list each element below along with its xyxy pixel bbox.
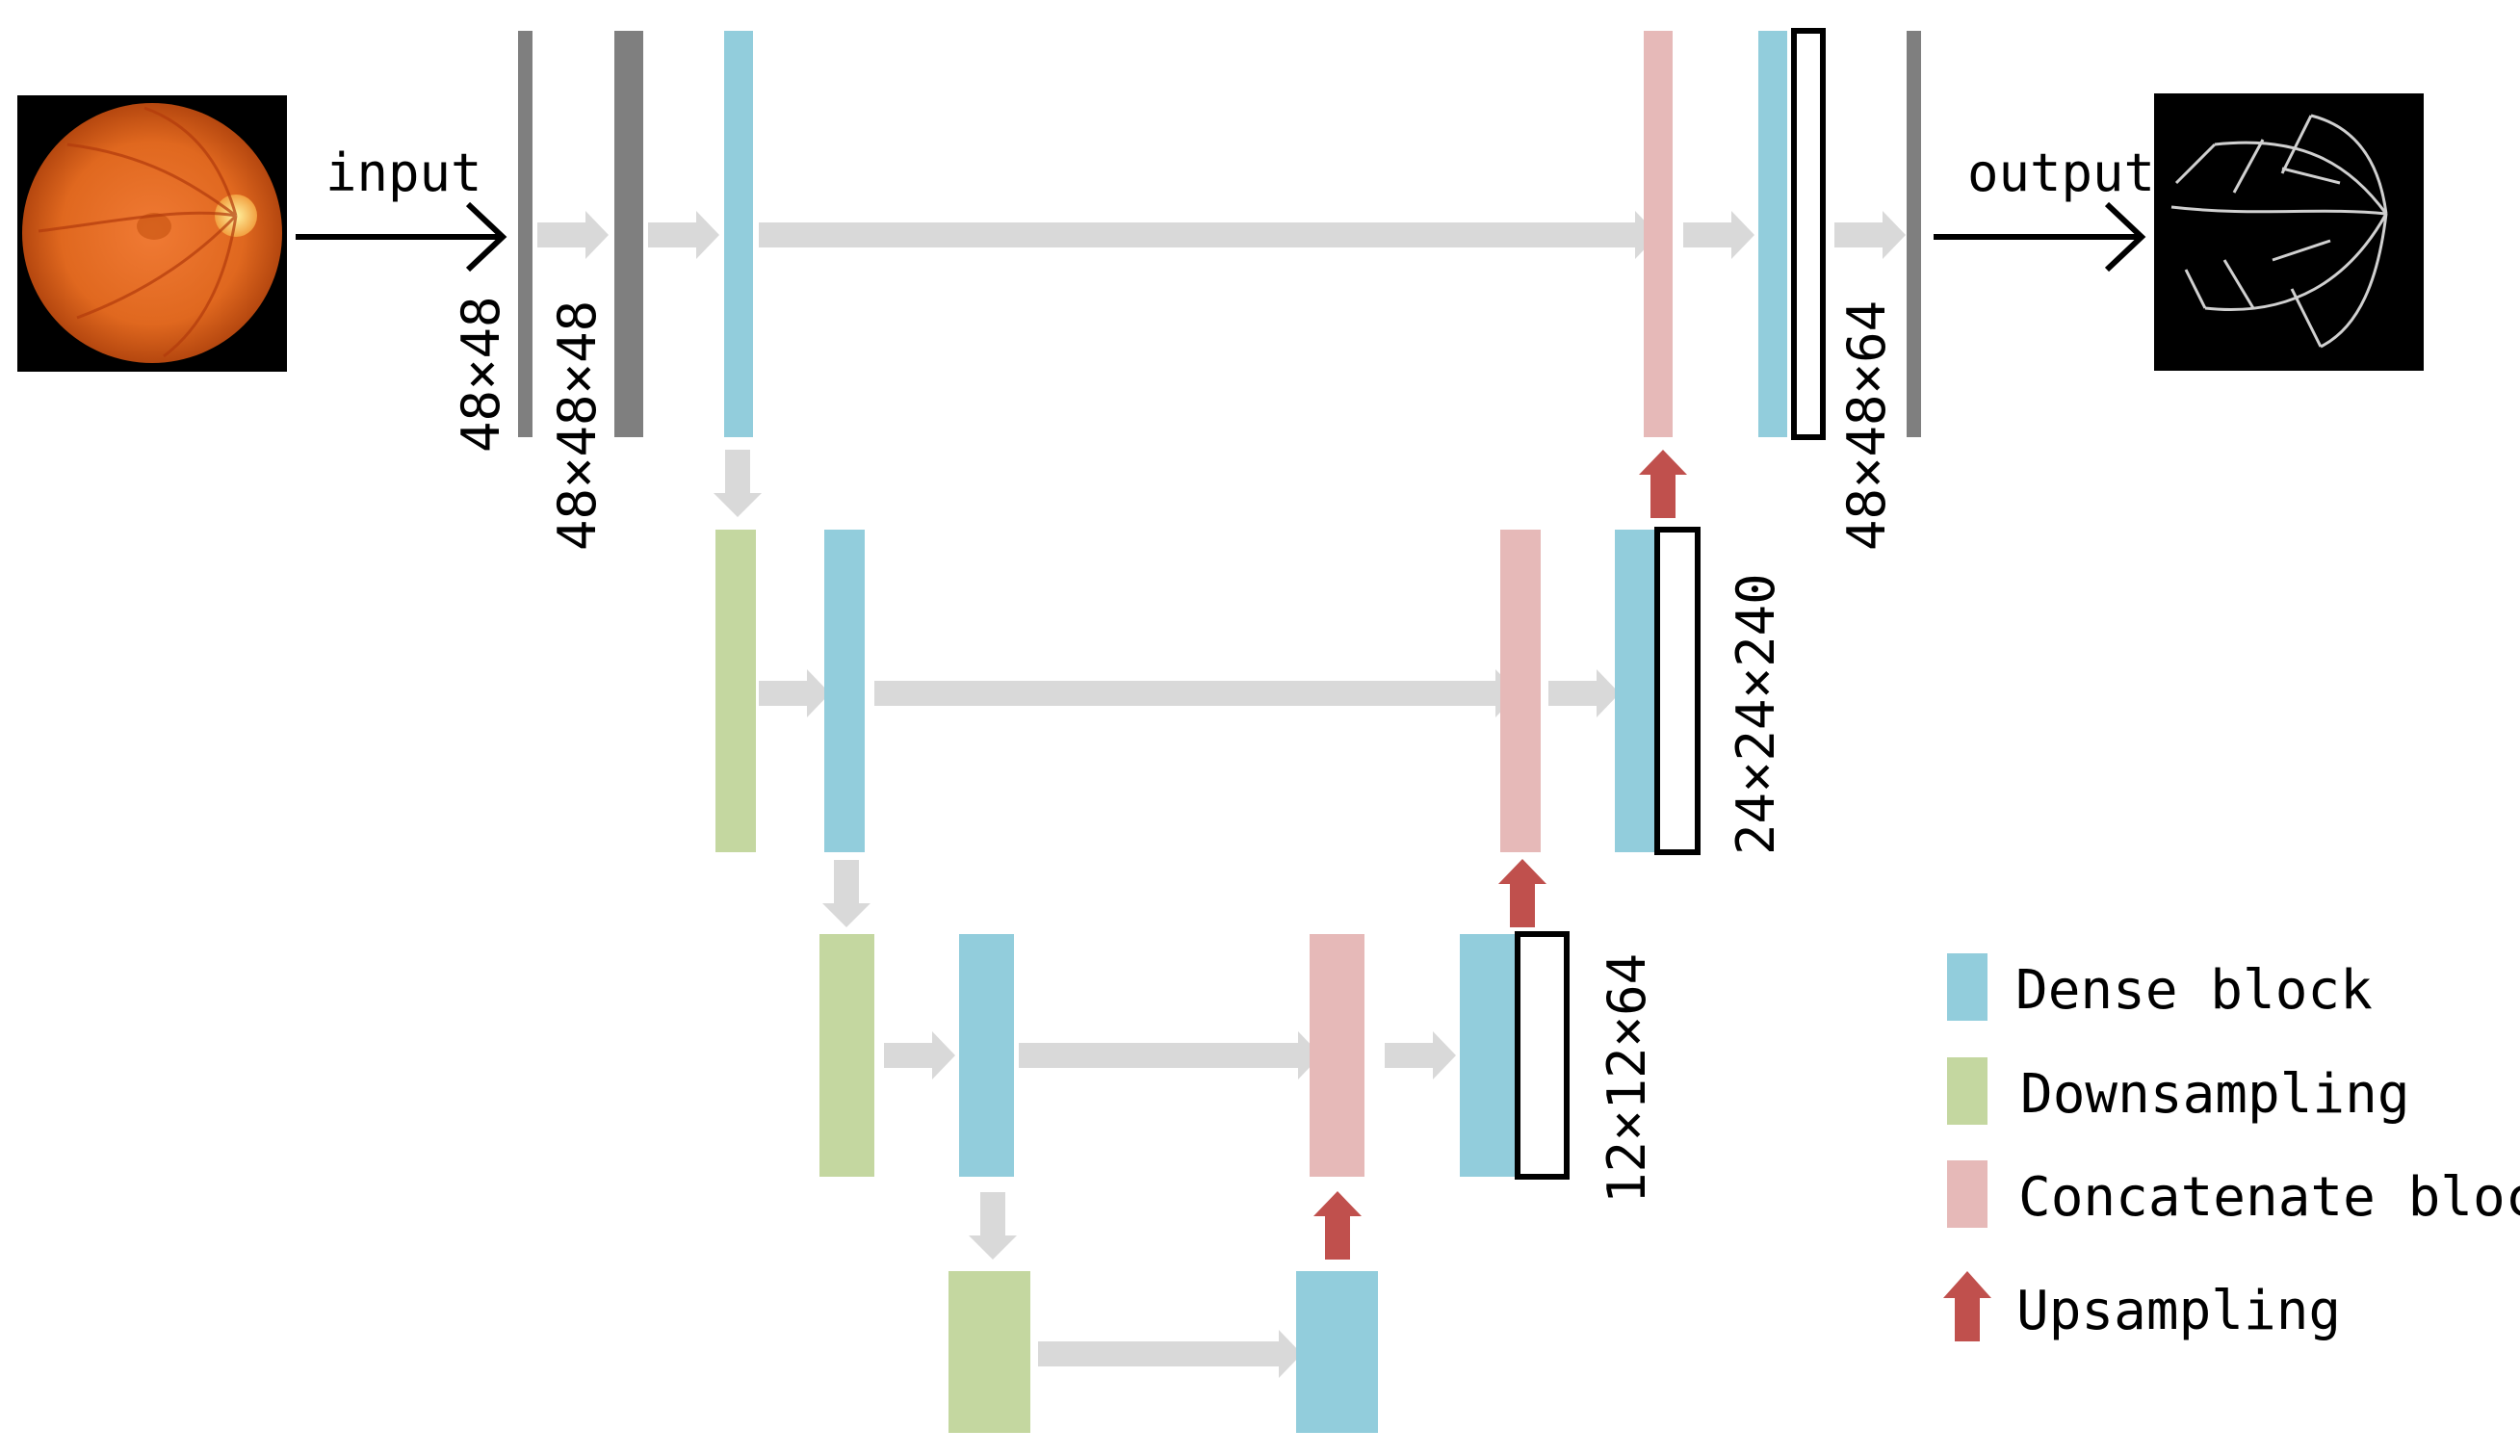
flow-arrow	[648, 211, 719, 259]
input-arrow	[296, 201, 507, 273]
output-arrow	[1934, 201, 2146, 273]
legend-label-down: Downsampling	[2020, 1063, 2410, 1126]
dimension-label: 24×24×240	[1726, 573, 1786, 855]
flow-arrows	[537, 211, 1906, 1378]
flow-arrow-down	[714, 450, 762, 517]
flow-arrow	[884, 1031, 955, 1079]
conv-layer	[1907, 31, 1921, 437]
legend-item-dense-block: Dense block	[1947, 953, 2373, 1022]
flow-arrow	[759, 669, 830, 717]
dense-block	[1758, 31, 1787, 437]
concatenate-block	[1644, 31, 1673, 437]
dimension-label: 48×48×64	[1836, 300, 1897, 551]
legend-swatch-concat	[1947, 1160, 1987, 1228]
flow-arrow	[874, 669, 1519, 717]
legend-swatch-dense	[1947, 953, 1987, 1021]
dense-block	[1296, 1271, 1378, 1433]
dense-block	[824, 530, 865, 852]
dense-block	[1460, 934, 1515, 1177]
downsampling-block	[948, 1271, 1030, 1433]
dense-block	[724, 31, 753, 437]
flow-arrow	[537, 211, 609, 259]
up-arrow-icon	[1943, 1271, 1991, 1341]
flow-arrow-down	[822, 860, 870, 927]
input-label: input	[325, 143, 482, 203]
downsampling-block	[819, 934, 874, 1177]
conv-layer	[614, 31, 643, 437]
feature-map-outline	[1791, 28, 1826, 440]
flow-arrow	[1038, 1330, 1302, 1378]
dense-block	[1615, 530, 1655, 852]
upsampling-arrow	[1313, 1191, 1362, 1260]
dimension-label: 12×12×64	[1597, 953, 1657, 1204]
legend-item-upsampling: Upsampling	[1943, 1271, 2341, 1342]
flow-arrow	[1548, 669, 1620, 717]
feature-map-outline	[1515, 931, 1570, 1180]
legend: Dense block Downsampling Concatenate blo…	[1943, 953, 2520, 1342]
output-vessel-map	[2154, 93, 2424, 371]
dimension-label: 48×48×48	[547, 300, 608, 551]
concatenate-block	[1310, 934, 1364, 1177]
flow-arrow	[1385, 1031, 1456, 1079]
output-label: output	[1967, 143, 2155, 203]
blocks	[518, 28, 1921, 1433]
upsampling-arrow	[1639, 450, 1687, 518]
feature-map-outline	[1654, 527, 1701, 855]
legend-swatch-down	[1947, 1057, 1987, 1125]
legend-item-downsampling: Downsampling	[1947, 1057, 2410, 1126]
dense-block	[959, 934, 1014, 1177]
flow-arrow	[1019, 1031, 1321, 1079]
downsampling-block	[715, 530, 756, 852]
flow-arrow-down	[969, 1192, 1017, 1260]
legend-item-concatenate-block: Concatenate block	[1947, 1160, 2520, 1229]
legend-label-up: Upsampling	[2016, 1280, 2341, 1342]
dimension-label: 48×48	[451, 296, 511, 453]
input-fundus-image	[17, 95, 287, 372]
concatenate-block	[1500, 530, 1541, 852]
flow-arrow	[759, 211, 1658, 259]
upsampling-arrow	[1498, 859, 1546, 927]
legend-label-concat: Concatenate block	[2018, 1166, 2520, 1229]
conv-layer	[518, 31, 533, 437]
flow-arrow	[1834, 211, 1906, 259]
flow-arrow	[1683, 211, 1754, 259]
legend-label-dense: Dense block	[2015, 959, 2373, 1022]
upsampling-arrows	[1313, 450, 1687, 1260]
